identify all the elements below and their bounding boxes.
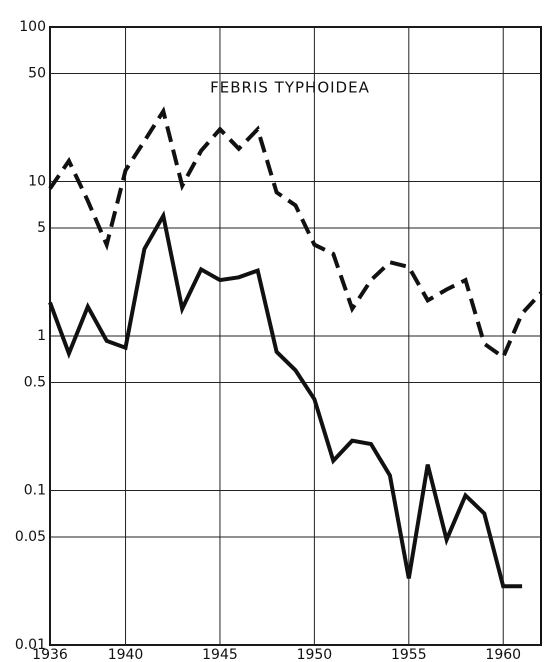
y-tick-label: 100: [19, 19, 46, 35]
y-tick-label: 5: [37, 220, 46, 236]
line-series: [48, 106, 543, 361]
line-series: [48, 210, 523, 589]
chart-annotation: FEBRIS TYPHOIDEA: [210, 79, 370, 97]
y-tick-label: 50: [28, 66, 46, 82]
y-tick-label: 0.05: [15, 529, 46, 545]
y-tick-label: 10: [28, 174, 46, 190]
x-tick-label: 1945: [202, 647, 238, 662]
x-tick-label: 1950: [297, 647, 333, 662]
x-tick-label: 1936: [32, 647, 68, 662]
x-tick-label: 1940: [108, 647, 144, 662]
x-tick-label: 1955: [391, 647, 427, 662]
y-tick-label: 0.01: [15, 637, 46, 653]
x-tick-label: 1960: [485, 647, 521, 662]
y-tick-label: 0.1: [24, 483, 46, 499]
y-tick-label: 1: [37, 328, 46, 344]
y-tick-label: 0.5: [24, 375, 46, 391]
